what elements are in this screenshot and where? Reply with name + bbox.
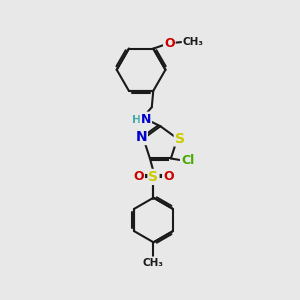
Text: Cl: Cl — [181, 154, 194, 167]
Text: S: S — [175, 131, 185, 146]
Text: CH₃: CH₃ — [143, 257, 164, 268]
Text: O: O — [164, 37, 175, 50]
Text: S: S — [148, 170, 158, 184]
Text: O: O — [133, 170, 144, 183]
Text: CH₃: CH₃ — [183, 37, 204, 46]
Text: H: H — [132, 115, 142, 125]
Text: O: O — [163, 170, 174, 183]
Text: N: N — [141, 112, 151, 126]
Text: N: N — [135, 130, 147, 144]
